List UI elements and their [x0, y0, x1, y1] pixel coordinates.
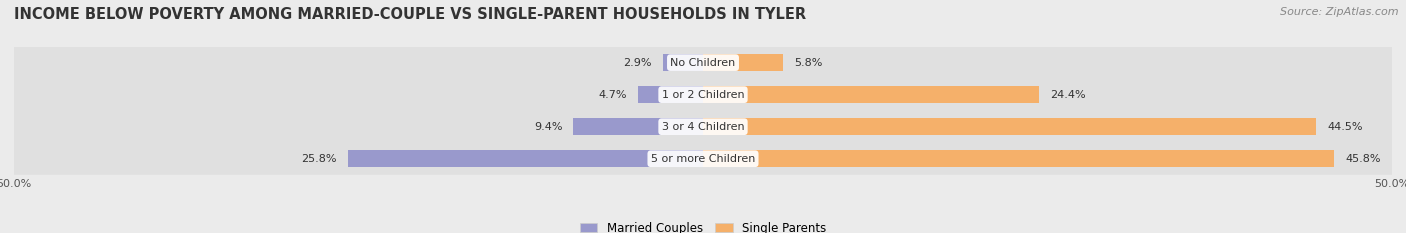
- Text: 4.7%: 4.7%: [599, 90, 627, 100]
- Bar: [14, 79, 1392, 111]
- Text: 2.9%: 2.9%: [623, 58, 652, 68]
- Text: 44.5%: 44.5%: [1327, 122, 1362, 132]
- Bar: [14, 47, 1392, 79]
- Bar: [664, 54, 703, 71]
- Text: 24.4%: 24.4%: [1050, 90, 1085, 100]
- Text: 9.4%: 9.4%: [534, 122, 562, 132]
- Legend: Married Couples, Single Parents: Married Couples, Single Parents: [575, 217, 831, 233]
- Bar: [703, 86, 1039, 103]
- Text: Source: ZipAtlas.com: Source: ZipAtlas.com: [1281, 7, 1399, 17]
- Text: 45.8%: 45.8%: [1346, 154, 1381, 164]
- Bar: [347, 151, 703, 167]
- Text: 3 or 4 Children: 3 or 4 Children: [662, 122, 744, 132]
- Bar: [703, 118, 1316, 135]
- Text: 25.8%: 25.8%: [301, 154, 336, 164]
- Bar: [574, 118, 703, 135]
- Bar: [703, 151, 1334, 167]
- Text: No Children: No Children: [671, 58, 735, 68]
- Bar: [14, 111, 1392, 143]
- Bar: [703, 54, 783, 71]
- Bar: [638, 86, 703, 103]
- Text: 5 or more Children: 5 or more Children: [651, 154, 755, 164]
- Text: 5.8%: 5.8%: [794, 58, 823, 68]
- Text: INCOME BELOW POVERTY AMONG MARRIED-COUPLE VS SINGLE-PARENT HOUSEHOLDS IN TYLER: INCOME BELOW POVERTY AMONG MARRIED-COUPL…: [14, 7, 806, 22]
- Bar: [14, 143, 1392, 175]
- Text: 1 or 2 Children: 1 or 2 Children: [662, 90, 744, 100]
